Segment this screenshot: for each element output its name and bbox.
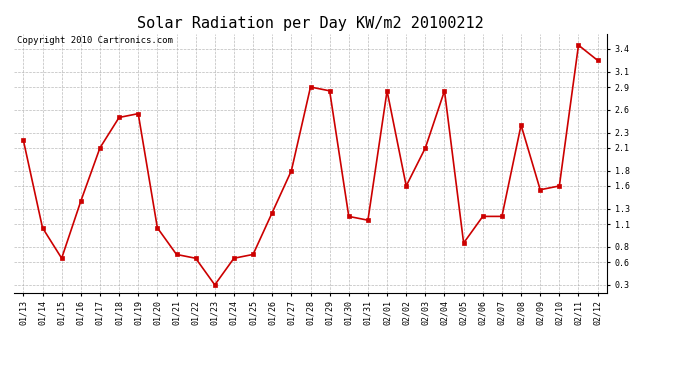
Title: Solar Radiation per Day KW/m2 20100212: Solar Radiation per Day KW/m2 20100212 [137,16,484,31]
Text: Copyright 2010 Cartronics.com: Copyright 2010 Cartronics.com [17,36,172,45]
